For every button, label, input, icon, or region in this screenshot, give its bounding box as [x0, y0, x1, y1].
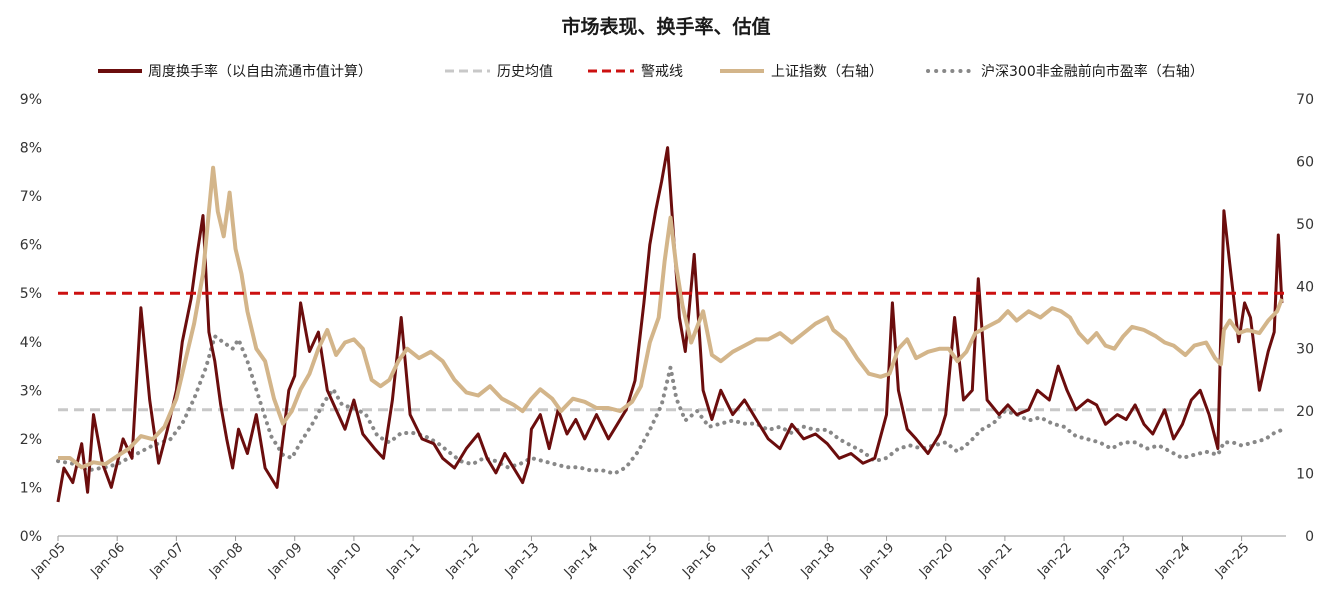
- left-axis-tick-label: 3%: [20, 383, 42, 399]
- x-axis-tick-label: Jan-21: [975, 540, 1016, 581]
- left-axis-tick-label: 1%: [20, 480, 42, 496]
- legend-item-turnover: 周度换手率（以自由流通市值计算）: [98, 63, 372, 80]
- x-axis-tick-label: Jan-06: [88, 540, 129, 581]
- left-axis-ticks: 0% 1% 2% 3% 4% 5% 6% 7% 8% 9%: [20, 92, 42, 545]
- x-axis-tick-label: Jan-07: [147, 540, 188, 581]
- legend-label-warning-line: 警戒线: [641, 64, 683, 80]
- right-axis-ticks: 0 10 20 30 40 50 60 70: [1296, 92, 1314, 545]
- x-axis-tick-label: Jan-18: [798, 540, 839, 581]
- x-axis-tick-label: Jan-11: [383, 540, 424, 581]
- x-axis-tick-label: Jan-16: [679, 540, 720, 581]
- legend-label-sse-index: 上证指数（右轴）: [771, 64, 883, 80]
- x-axis-tick-label: Jan-12: [443, 540, 484, 581]
- right-axis-tick-label: 30: [1296, 342, 1314, 358]
- x-axis-tick-label: Jan-09: [265, 540, 306, 581]
- x-axis-tick-label: Jan-05: [28, 540, 69, 581]
- x-axis-ticks: Jan-05 Jan-06 Jan-07 Jan-08 Jan-09 Jan-10 Jan-…: [28, 536, 1252, 581]
- legend-item-warning-line: 警戒线: [588, 64, 683, 80]
- legend-item-historical-mean: 历史均值: [445, 64, 553, 80]
- x-axis-tick-label: Jan-13: [502, 540, 543, 581]
- series-turnover-line: [56, 146, 1284, 503]
- right-axis-tick-label: 0: [1305, 529, 1314, 545]
- x-axis-tick-label: Jan-20: [916, 540, 957, 581]
- left-axis-tick-label: 5%: [20, 286, 42, 302]
- x-axis-tick-label: Jan-25: [1212, 540, 1253, 581]
- right-axis-tick-label: 20: [1296, 404, 1314, 420]
- x-axis-tick-label: Jan-23: [1094, 540, 1135, 581]
- series-sse-index-line: [58, 165, 1284, 470]
- x-axis-tick-label: Jan-19: [857, 540, 898, 581]
- left-axis-tick-label: 9%: [20, 92, 42, 108]
- x-axis-tick-label: Jan-24: [1153, 540, 1194, 581]
- right-axis-tick-label: 40: [1296, 279, 1314, 295]
- left-axis-tick-label: 0%: [20, 529, 42, 545]
- legend-item-sse-index: 上证指数（右轴）: [720, 64, 883, 80]
- series-pe-ratio-line: [56, 334, 1284, 476]
- legend: 周度换手率（以自由流通市值计算） 历史均值 警戒线 上证指数（右轴） 沪深300…: [98, 63, 1204, 80]
- left-axis-tick-label: 8%: [20, 141, 42, 157]
- x-axis-tick-label: Jan-15: [620, 540, 661, 581]
- right-axis-tick-label: 10: [1296, 467, 1314, 483]
- plot-area: [56, 146, 1286, 503]
- left-axis-tick-label: 4%: [20, 335, 42, 351]
- right-axis-tick-label: 70: [1296, 92, 1314, 108]
- legend-label-historical-mean: 历史均值: [497, 64, 553, 80]
- left-axis-tick-label: 6%: [20, 238, 42, 254]
- x-axis-tick-label: Jan-22: [1034, 540, 1075, 581]
- x-axis-tick-label: Jan-14: [561, 540, 602, 581]
- legend-item-pe-ratio: 沪深300非金融前向市盈率（右轴）: [926, 63, 1204, 80]
- right-axis-tick-label: 60: [1296, 154, 1314, 170]
- right-axis-tick-label: 50: [1296, 217, 1314, 233]
- legend-label-pe-ratio: 沪深300非金融前向市盈率（右轴）: [981, 63, 1204, 80]
- x-axis-tick-label: Jan-08: [206, 540, 247, 581]
- chart-title: 市场表现、换手率、估值: [561, 15, 770, 38]
- x-axis-tick-label: Jan-17: [738, 540, 779, 581]
- x-axis-tick-label: Jan-10: [324, 540, 365, 581]
- legend-label-turnover: 周度换手率（以自由流通市值计算）: [148, 63, 372, 80]
- left-axis-tick-label: 2%: [20, 432, 42, 448]
- left-axis-tick-label: 7%: [20, 189, 42, 205]
